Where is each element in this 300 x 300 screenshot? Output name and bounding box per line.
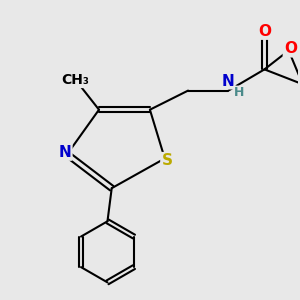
- Text: H: H: [234, 86, 244, 99]
- Text: CH₃: CH₃: [62, 73, 90, 87]
- Text: N: N: [59, 145, 71, 160]
- Text: O: O: [284, 41, 297, 56]
- Text: N: N: [222, 74, 235, 89]
- Text: O: O: [258, 24, 271, 39]
- Text: S: S: [161, 153, 172, 168]
